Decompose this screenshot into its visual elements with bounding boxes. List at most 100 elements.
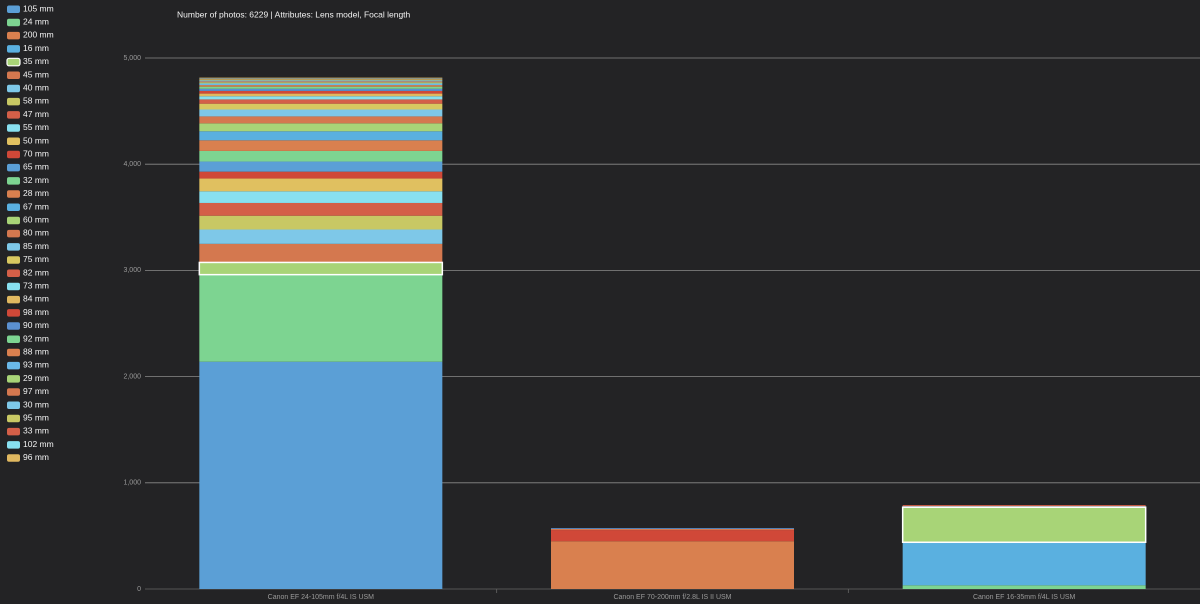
legend-label: 93 mm <box>23 360 49 370</box>
bar-segment <box>551 541 794 589</box>
y-tick-label: 2,000 <box>123 373 141 380</box>
legend-swatch <box>7 150 20 159</box>
legend-label: 47 mm <box>23 109 49 119</box>
x-tick-label: Canon EF 24-105mm f/4L IS USM <box>268 594 375 601</box>
bar-segment <box>199 79 443 81</box>
legend-swatch <box>7 375 20 383</box>
bar-segment <box>199 123 443 132</box>
bar-segment <box>199 171 443 179</box>
bar-segment <box>199 99 443 104</box>
legend-swatch <box>7 71 20 79</box>
legend-label: 58 mm <box>23 96 49 106</box>
legend-label: 102 mm <box>23 439 54 449</box>
legend-label: 96 mm <box>23 452 49 462</box>
bar-segment <box>199 131 443 141</box>
legend-label: 92 mm <box>23 333 49 343</box>
bar-segment <box>199 178 443 192</box>
legend-label: 65 mm <box>23 162 49 172</box>
bar-segment <box>199 81 443 83</box>
legend-label: 40 mm <box>23 82 49 92</box>
bar-segment <box>902 505 1146 507</box>
bar-segment <box>199 86 443 89</box>
bar-segment <box>199 83 443 86</box>
legend-label: 97 mm <box>23 386 49 396</box>
bar-segment <box>199 229 443 244</box>
legend-swatch <box>7 282 20 291</box>
bar-segment <box>199 161 443 172</box>
legend-label: 200 mm <box>23 30 54 40</box>
legend-label: 35 mm <box>23 56 49 66</box>
bar-segment <box>199 215 443 230</box>
y-tick-label: 5,000 <box>123 55 141 62</box>
legend-swatch <box>7 163 20 172</box>
legend-label: 85 mm <box>23 241 49 251</box>
legend-label: 60 mm <box>23 214 49 224</box>
bar-segment <box>199 274 443 362</box>
legend-label: 84 mm <box>23 294 49 304</box>
bar-segment <box>199 82 443 84</box>
legend-label: 73 mm <box>23 280 49 290</box>
chart-title: Number of photos: 6229 | Attributes: Len… <box>177 9 411 19</box>
bar-segment <box>199 93 443 97</box>
legend-label: 95 mm <box>23 412 49 422</box>
legend-swatch <box>7 31 20 40</box>
legend-label: 98 mm <box>23 307 49 317</box>
bar-segment <box>551 528 794 531</box>
legend-label: 82 mm <box>23 267 49 277</box>
legend-swatch <box>7 177 20 185</box>
legend-swatch <box>7 97 20 106</box>
legend-swatch <box>7 414 20 423</box>
legend-swatch <box>7 388 20 396</box>
bar-segment <box>199 77 443 79</box>
legend-swatch <box>7 309 20 317</box>
bar-segment <box>551 528 794 529</box>
legend-swatch <box>7 111 20 119</box>
bar-segment <box>199 140 443 151</box>
legend-swatch <box>7 5 20 13</box>
bar-segment <box>199 361 443 589</box>
bar-segment <box>199 90 443 94</box>
bar-segment <box>199 96 443 100</box>
legend-label: 90 mm <box>23 320 49 330</box>
legend-label: 28 mm <box>23 188 49 198</box>
legend-swatch <box>7 137 20 145</box>
legend-swatch <box>6 57 21 67</box>
legend-swatch <box>7 203 20 211</box>
legend-label: 32 mm <box>23 175 49 185</box>
legend-swatch <box>7 322 20 330</box>
bar-segment <box>198 261 444 276</box>
y-tick-label: 3,000 <box>123 267 141 274</box>
legend-swatch <box>7 454 20 462</box>
legend-label: 70 mm <box>23 148 49 158</box>
legend-swatch <box>7 229 20 238</box>
bar-segment <box>199 109 443 117</box>
bar-segment <box>901 506 1147 544</box>
bar-segment <box>199 78 443 79</box>
bar-segment <box>199 103 443 110</box>
bar-segment <box>551 530 794 542</box>
legend-label: 67 mm <box>23 201 49 211</box>
legend-swatch <box>7 401 20 409</box>
bar-segment <box>199 191 443 203</box>
legend-label: 16 mm <box>23 43 49 53</box>
legend-swatch <box>7 190 20 198</box>
bar-segment <box>199 80 443 82</box>
bar-segment <box>199 85 443 87</box>
legend-swatch <box>7 124 20 132</box>
legend-swatch <box>7 45 20 53</box>
legend-swatch <box>7 216 20 225</box>
bar-segment <box>902 542 1146 586</box>
legend-swatch <box>7 84 20 93</box>
legend-label: 29 mm <box>23 373 49 383</box>
legend-swatch <box>7 427 20 436</box>
bar-segment <box>199 116 443 124</box>
legend-swatch <box>7 256 20 264</box>
legend-label: 45 mm <box>23 69 49 79</box>
x-tick-label: Canon EF 16-35mm f/4L IS USM <box>973 594 1076 601</box>
legend-label: 75 mm <box>23 254 49 264</box>
y-tick-label: 4,000 <box>123 161 141 168</box>
bar-segment <box>902 585 1146 589</box>
legend-swatch <box>7 18 20 27</box>
legend-label: 55 mm <box>23 122 49 132</box>
